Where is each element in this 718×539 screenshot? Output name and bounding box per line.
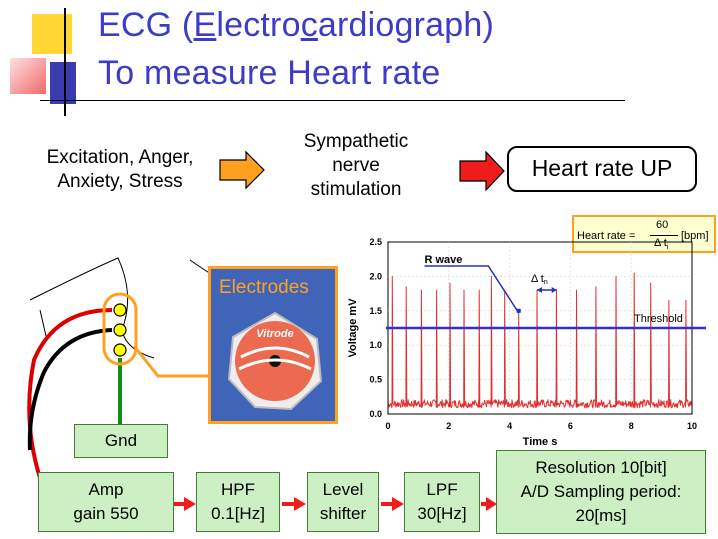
level-shifter-box: Level shifter <box>307 472 379 532</box>
electrode-dot-1 <box>113 303 127 317</box>
delta-arrow-left <box>536 287 542 293</box>
x-tick-label: 2 <box>446 421 451 431</box>
threshold-label: Threshold <box>634 313 683 325</box>
electrode-dot-3 <box>113 343 127 357</box>
electrode-brand: Vitrode <box>256 328 294 340</box>
y-tick-label: 2.0 <box>369 271 382 281</box>
body-illustration <box>27 257 266 479</box>
pipeline-arrows <box>174 497 497 511</box>
decor-blue-square <box>50 62 76 104</box>
heart-rate-up-box: Heart rate UP <box>507 146 697 192</box>
y-axis-label: Voltage mV <box>347 298 359 358</box>
delta-t-label: Δ tn <box>531 273 548 286</box>
page-subtitle: To measure Heart rate <box>98 54 441 92</box>
decor-vline <box>64 8 66 116</box>
nerve-text: Sympathetic nerve stimulation <box>303 131 409 200</box>
y-tick-label: 0.5 <box>369 375 382 385</box>
formula-bar <box>650 235 678 236</box>
electrode-dot-2 <box>113 323 127 337</box>
formula-lhs: Heart rate = <box>577 230 636 242</box>
x-tick-label: 0 <box>385 421 390 431</box>
decor-hline <box>40 100 625 101</box>
formula-den: Δ ti <box>654 237 669 252</box>
r-wave-marker <box>516 308 521 313</box>
lpf-box: LPF 30[Hz] <box>404 472 480 532</box>
amp-box: Amp gain 550 <box>38 472 174 532</box>
red-arrow <box>459 150 505 192</box>
arrow-hpf-level <box>294 497 306 511</box>
wire-black <box>27 328 113 451</box>
cause-text: Excitation, Anger, Anxiety, Stress <box>46 147 194 192</box>
x-axis-label: Time s <box>523 436 558 448</box>
orange-arrow <box>219 150 265 190</box>
x-tick-label: 8 <box>629 421 634 431</box>
adc-box: Resolution 10[bit] A/D Sampling period: 20… <box>496 450 706 534</box>
electrode-photo: Electrodes Vitrode <box>208 266 338 424</box>
x-tick-label: 4 <box>507 421 512 431</box>
arrow-amp-hpf <box>184 497 196 511</box>
callout-line <box>132 345 212 378</box>
arrow-lpf-adc <box>486 497 497 511</box>
delta-arrow-right <box>551 287 557 293</box>
hpf-box: HPF 0.1[Hz] <box>196 472 280 532</box>
decor-red-square <box>10 58 46 94</box>
ecg-chart: 0.0 0.5 1.0 1.5 2.0 2.5 0 2 4 6 8 10 Threshold Volt… <box>347 237 706 448</box>
decor-yellow-square <box>32 14 72 54</box>
electrode-group-outline <box>102 292 138 366</box>
x-tick-label: 10 <box>687 421 697 431</box>
page-title: ECG (Electrocardiograph) <box>98 6 494 44</box>
gnd-box: Gnd <box>74 424 168 458</box>
wire-red <box>27 308 113 479</box>
arrow-level-lpf <box>392 497 404 511</box>
r-wave-label: R wave <box>424 254 462 266</box>
y-tick-label: 1.5 <box>369 306 382 316</box>
y-tick-label: 0.0 <box>369 409 382 419</box>
formula-num: 60 <box>656 219 669 231</box>
r-wave-pointer <box>424 265 520 314</box>
formula-unit: [bpm] <box>681 230 709 242</box>
ecg-signal-line <box>387 272 693 409</box>
y-tick-label: 2.5 <box>369 237 382 247</box>
x-tick-label: 6 <box>568 421 573 431</box>
electrodes-label: Electrodes <box>219 277 309 298</box>
electrode-pad: Vitrode <box>227 311 323 411</box>
y-tick-label: 1.0 <box>369 340 382 350</box>
